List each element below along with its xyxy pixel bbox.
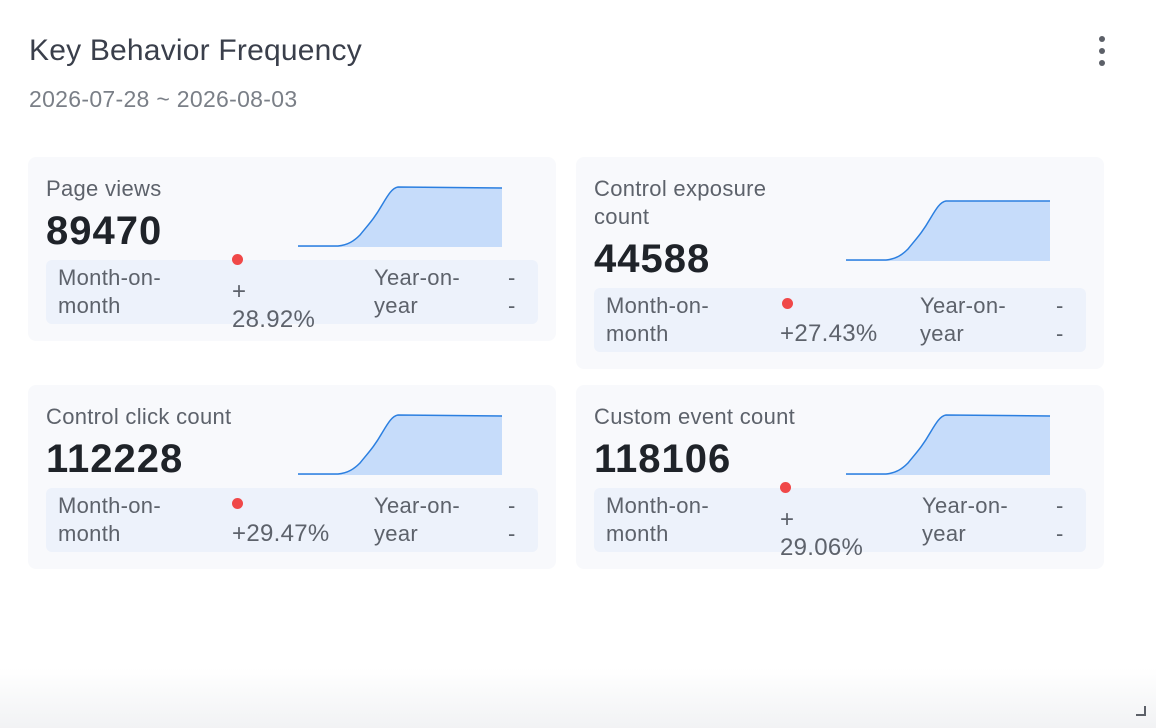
metric-value: 44588 — [594, 237, 711, 281]
widget-title: Key Behavior Frequency — [29, 34, 362, 67]
sparkline-area — [846, 415, 1050, 475]
month-on-month-label: Month-on- month — [606, 293, 709, 346]
comparison-box: Month-on- month +27.43% Year-on- year - … — [594, 288, 1086, 352]
increase-dot-icon — [782, 298, 793, 309]
year-on-year-value: - - — [508, 265, 516, 318]
dot — [1099, 36, 1105, 42]
year-on-year-value: - - — [1056, 293, 1064, 346]
date-range: 2026-07-28 ~ 2026-08-03 — [29, 86, 298, 112]
metric-card-control-exposure-count[interactable]: Control exposure count 44588 Month-on- m… — [576, 157, 1104, 369]
year-on-year-label: Year-on- year — [920, 293, 1006, 346]
year-on-year-label: Year-on- year — [374, 265, 460, 318]
increase-dot-icon — [232, 254, 243, 265]
year-on-year-label: Year-on- year — [374, 493, 460, 546]
sparkline-chart — [846, 200, 1050, 261]
metric-value: 112228 — [46, 437, 184, 481]
increase-dot-icon — [232, 498, 243, 509]
comparison-box: Month-on- month + 28.92% Year-on- year -… — [46, 254, 538, 333]
month-on-month-value: + 29.06% — [780, 506, 864, 561]
metric-card-page-views[interactable]: Page views 89470 Month-on- month + 28.92… — [28, 157, 556, 341]
metric-label: Control exposure count — [594, 176, 767, 229]
sparkline-line — [846, 414, 1050, 475]
metric-value: 89470 — [46, 209, 163, 253]
metric-label: Page views — [46, 176, 162, 201]
month-on-month-label: Month-on- month — [58, 493, 161, 546]
comparison-box: Month-on- month +29.47% Year-on- year - … — [46, 488, 538, 552]
sparkline-chart — [298, 414, 502, 475]
year-on-year-label: Year-on- year — [922, 493, 1008, 546]
more-options-icon[interactable] — [1088, 34, 1116, 68]
sparkline-chart — [298, 186, 502, 247]
year-on-year-value: - - — [508, 493, 516, 546]
metric-value: 118106 — [594, 437, 732, 481]
dot — [1099, 60, 1105, 66]
month-on-month-label: Month-on- month — [606, 493, 709, 546]
metric-card-control-click-count[interactable]: Control click count 112228 Month-on- mon… — [28, 385, 556, 569]
comparison-box: Month-on- month + 29.06% Year-on- year -… — [594, 482, 1086, 561]
sparkline-area — [846, 201, 1050, 261]
dot — [1099, 48, 1105, 54]
month-on-month-value: + 28.92% — [232, 278, 316, 333]
sparkline-line — [846, 200, 1050, 261]
increase-dot-icon — [780, 482, 791, 493]
month-on-month-value: +29.47% — [232, 520, 330, 547]
sparkline-line — [298, 186, 502, 247]
month-on-month-label: Month-on- month — [58, 265, 161, 318]
metric-card-custom-event-count[interactable]: Custom event count 118106 Month-on- mont… — [576, 385, 1104, 569]
month-on-month-value: +27.43% — [780, 320, 878, 347]
metric-label: Control click count — [46, 404, 232, 429]
sparkline-line — [298, 414, 502, 475]
metric-label: Custom event count — [594, 404, 796, 429]
sparkline-area — [298, 415, 502, 475]
sparkline-chart — [846, 414, 1050, 475]
sparkline-area — [298, 187, 502, 247]
resize-corner-icon[interactable] — [1136, 706, 1146, 716]
year-on-year-value: - - — [1056, 493, 1064, 546]
